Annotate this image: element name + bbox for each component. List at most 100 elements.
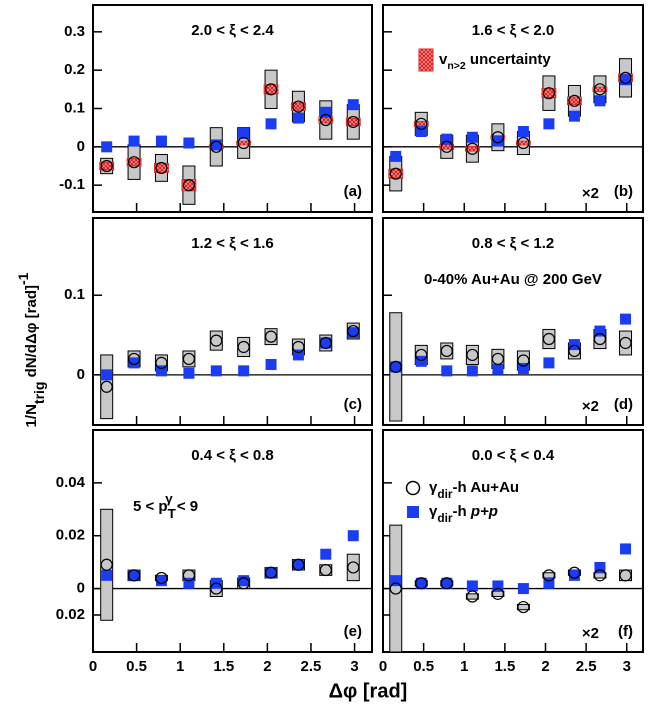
label: 5 < pTγ < 9 <box>133 491 198 521</box>
pp-point <box>128 569 140 581</box>
auau-point <box>100 159 113 173</box>
label-part: -h Au+Au <box>453 479 520 496</box>
pp-point <box>347 327 359 339</box>
auau-point <box>237 136 250 150</box>
auau-point <box>491 352 504 366</box>
auau-point <box>264 83 278 96</box>
panel-label: (d) <box>614 396 633 413</box>
pp-point <box>620 313 632 325</box>
pp-point <box>390 150 402 162</box>
vn-uncertainty <box>464 146 480 152</box>
auau-point <box>542 332 556 346</box>
pp-point <box>517 362 529 374</box>
auau-point <box>100 558 113 571</box>
auau-point <box>415 117 428 130</box>
label-part: γ <box>165 491 173 506</box>
pp-point <box>415 577 427 589</box>
label-part: 0-40% Au+Au @ 200 GeV <box>424 271 602 288</box>
pp-point <box>155 135 167 147</box>
auau-point <box>155 161 168 175</box>
auau-point <box>619 336 632 350</box>
vn-uncertainty <box>541 88 557 99</box>
pp-point <box>620 74 632 86</box>
pp-point <box>265 567 277 579</box>
label-part: dir <box>437 487 453 501</box>
x-tick-label: 0.5 <box>413 658 434 675</box>
pp-point <box>347 530 359 542</box>
auau-point <box>593 83 607 96</box>
auau-point <box>237 340 250 354</box>
vn-uncertainty <box>236 140 252 146</box>
pp-point <box>238 127 250 139</box>
label: 0-40% Au+Au @ 200 GeV <box>424 271 602 288</box>
auau-point <box>440 344 453 358</box>
label-part: trig <box>31 382 47 405</box>
auau-point <box>466 142 479 155</box>
panel-title: 2.0 < ξ < 2.4 <box>191 22 274 39</box>
pp-point <box>320 337 332 349</box>
legend-marker <box>405 480 421 496</box>
auau-point <box>100 380 113 393</box>
pp-point <box>441 577 453 589</box>
y-tick-label: 0 <box>77 366 85 383</box>
pp-point <box>492 135 504 147</box>
pp-point <box>292 112 304 124</box>
pp-point <box>238 575 250 587</box>
syst-box <box>516 603 530 611</box>
pp-point <box>441 133 453 145</box>
label-part: 5 < p <box>133 498 168 515</box>
auau-point <box>347 115 360 129</box>
auau-point <box>517 600 530 614</box>
panel-frame <box>382 429 644 653</box>
y-tick-label: 0.2 <box>64 61 85 78</box>
vn-uncertainty <box>567 96 582 106</box>
auau-point <box>264 566 278 579</box>
auau-point <box>491 131 504 144</box>
panel-title: 1.2 < ξ < 1.6 <box>191 235 274 252</box>
pp-point <box>415 355 427 367</box>
pp-point <box>183 577 195 589</box>
auau-point <box>182 569 196 582</box>
label-part: dN/dΔφ [rad] <box>23 285 40 382</box>
pp-point <box>292 559 304 571</box>
auau-point <box>619 71 632 84</box>
label-part: n>2 <box>447 60 466 72</box>
pp-point <box>492 580 504 592</box>
pp-point <box>347 99 359 111</box>
x-tick-label: 2 <box>541 658 549 675</box>
pp-point <box>210 365 222 377</box>
panel-label: (f) <box>618 623 633 640</box>
auau-point <box>389 360 402 373</box>
panel-title: 0.4 < ξ < 0.8 <box>191 447 274 464</box>
pp-point <box>517 583 529 595</box>
pp-point <box>183 137 195 149</box>
y-tick-label: 0.02 <box>56 527 85 544</box>
pp-point <box>620 543 632 555</box>
auau-point <box>210 334 223 347</box>
auau-point <box>593 332 607 346</box>
pp-point <box>466 365 478 377</box>
pp-point <box>238 365 250 377</box>
x-tick-label: 3 <box>623 658 631 675</box>
syst-box <box>542 572 556 579</box>
vn-uncertainty <box>181 179 197 192</box>
auau-point <box>182 352 196 366</box>
label-part: γ <box>429 503 438 520</box>
syst-box <box>389 524 403 653</box>
syst-box <box>209 330 223 351</box>
panel-frame <box>92 429 373 653</box>
x-axis-label: Δφ [rad] <box>329 680 408 702</box>
pp-point <box>415 126 427 137</box>
label-part: p+p <box>470 503 498 520</box>
y-tick-label: 0.3 <box>64 23 85 40</box>
scale-note: ×2 <box>582 185 599 202</box>
auau-point <box>319 563 332 577</box>
vn-uncertainty <box>388 168 404 179</box>
syst-box <box>491 590 505 598</box>
pp-point <box>543 577 555 589</box>
label-part: T <box>168 506 176 521</box>
legend-marker <box>407 506 419 518</box>
pp-point <box>466 131 478 143</box>
pp-point <box>466 580 478 592</box>
auau-point <box>127 569 141 582</box>
